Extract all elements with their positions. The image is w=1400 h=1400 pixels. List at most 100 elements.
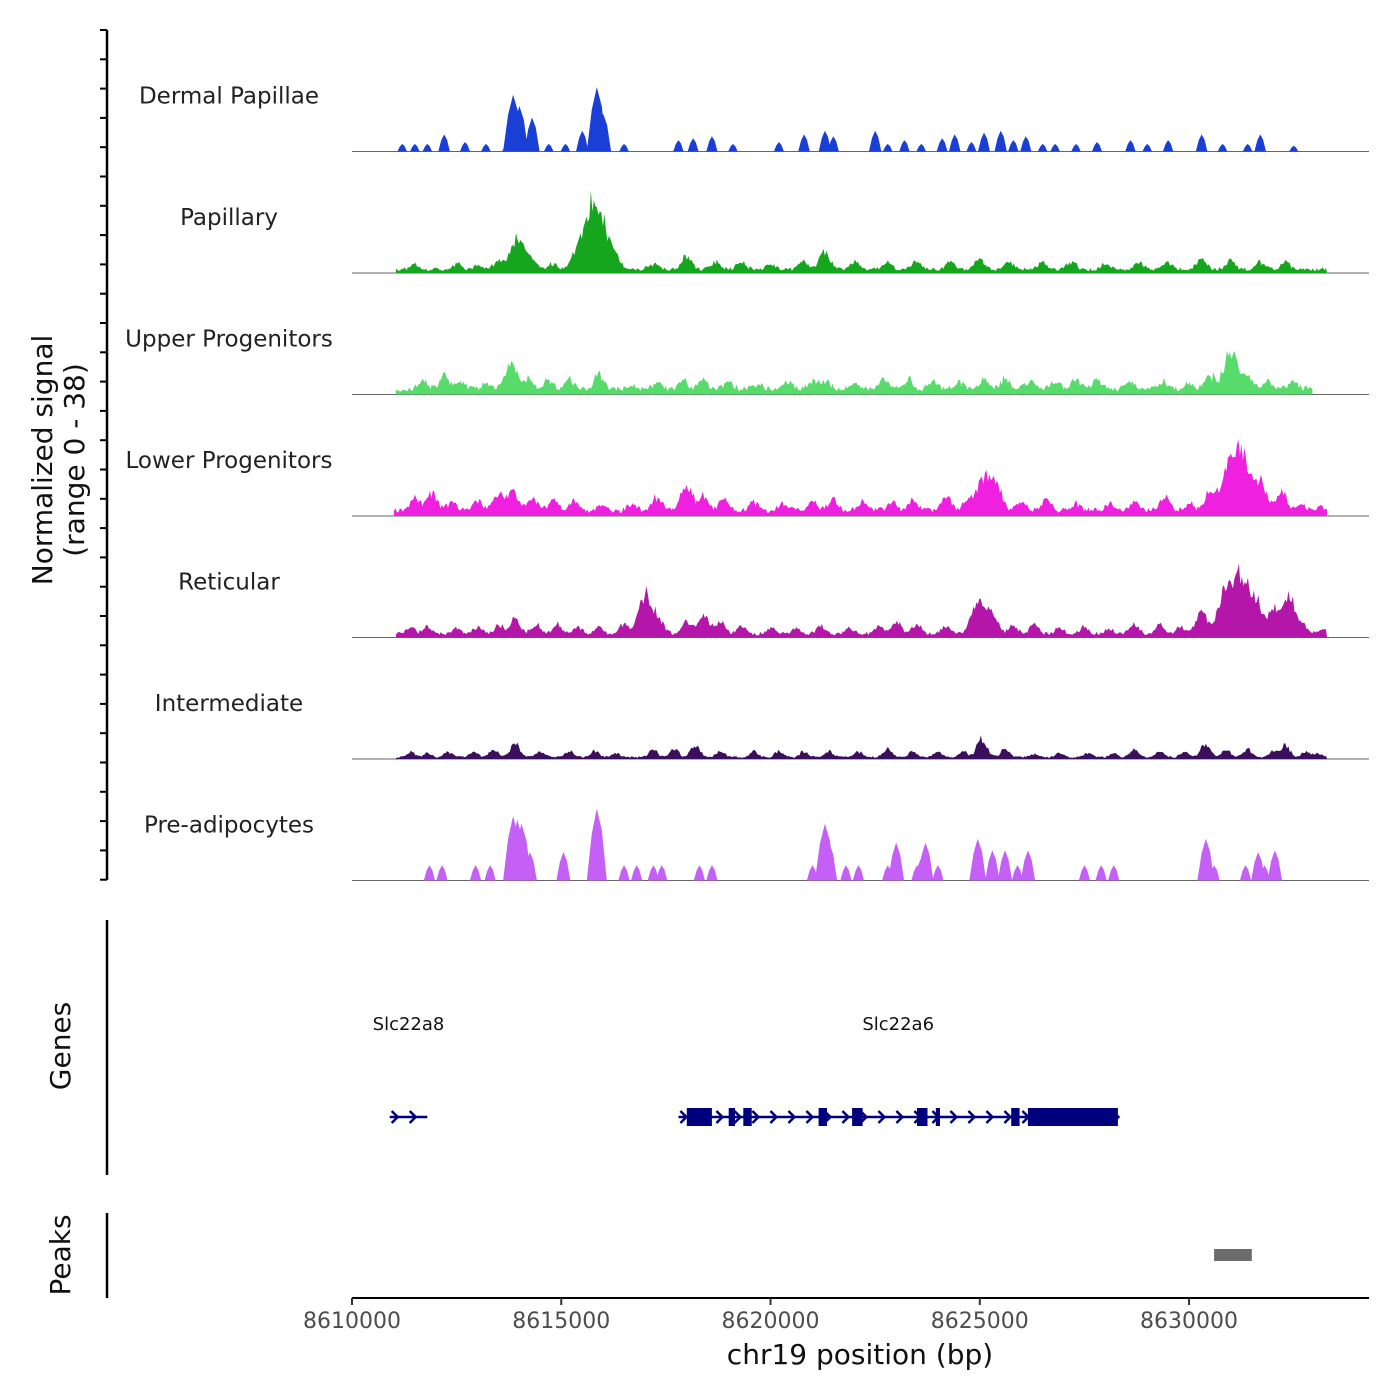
signal-peak [619,143,629,152]
signal-peak [1011,865,1023,881]
signal-peak [1071,143,1081,152]
signal-peak [543,143,554,152]
y-axis-title-line1: Normalized signal [26,335,59,586]
strand-arrow [967,1110,977,1124]
y-axis-title: Normalized signal (range 0 - 38) [26,335,91,586]
signal-peak [423,865,435,881]
signal-peak [647,865,659,881]
signal-peak [966,142,977,152]
signal-peak [1125,140,1136,152]
track-papillary [352,190,1369,274]
strand-arrow [679,1110,689,1124]
gene-exon [852,1108,863,1126]
strand-arrow [895,1110,905,1124]
gene-exon [1027,1108,1118,1126]
track-label: Papillary [180,205,278,231]
signal-peak [1092,142,1102,152]
signal-peak [1258,865,1270,881]
signal-peak [1020,850,1036,881]
strand-arrow [787,1110,797,1124]
signal-peak [948,134,961,152]
signal-peak [436,865,448,881]
signal-peak [852,865,864,881]
signal-peak [706,865,718,881]
track-labels: Dermal Papillae Papillary Upper Progenitor… [125,84,333,839]
signal-peak [882,143,893,152]
x-tick-label: 8610000 [303,1309,401,1334]
x-axis-title: chr19 position (bp) [727,1338,993,1371]
strand-arrow [1003,1110,1013,1124]
track-reticular [352,563,1369,638]
signal-peak [484,865,496,881]
signal-peak [1142,143,1152,152]
signal-peak [773,142,784,152]
track-areas [352,87,1369,881]
gene-slc22a8: Slc22a8 [373,1014,444,1124]
signal-peak [586,808,607,881]
gene-slc22a6: Slc22a6 [678,1014,1121,1126]
signal-peak [994,130,1007,152]
track-label: Reticular [178,570,280,596]
track-label: Dermal Papillae [139,84,319,110]
strand-arrow [841,1110,851,1124]
signal-peak [1197,838,1215,881]
track-label: Pre-adipocytes [144,813,314,839]
signal-peak [1239,865,1252,881]
signal-peak [818,130,832,152]
signal-peak [1050,143,1060,152]
track-intermediate [352,735,1369,760]
track-label: Lower Progenitors [126,448,333,474]
signal-peak [618,865,630,881]
track-label: Intermediate [155,691,303,717]
signal-peak [422,143,433,152]
signal-peak [631,865,643,881]
signal-peak [656,865,668,881]
x-tick-label: 8620000 [722,1309,820,1334]
track-lower-progenitors [352,439,1369,517]
signal-peak [556,852,571,881]
signal-peak [821,842,838,881]
strand-arrow [751,1110,761,1124]
signal-peak [985,850,1000,881]
x-tick-label: 8630000 [1140,1309,1238,1334]
signal-area [395,563,1328,638]
track-pre-adipocytes [352,808,1369,881]
signal-peak [1242,143,1253,152]
coverage-y-ticks [100,29,107,881]
signal-peak [827,136,839,152]
strand-arrow [715,1110,725,1124]
signal-peak [438,134,450,152]
signal-peak [1020,136,1032,152]
strand-arrow [390,1110,400,1124]
signal-area [395,735,1328,759]
signal-peak [936,138,948,152]
strand-arrow [877,1110,887,1124]
peaks-axis-title: Peaks [44,1214,77,1295]
strand-arrow [733,1110,743,1124]
signal-peak [806,865,818,881]
signal-peak [1108,865,1120,881]
signal-peak [481,143,491,152]
signal-peak [522,852,537,881]
track-label: Upper Progenitors [125,327,333,353]
signal-peak [840,865,852,881]
gene-exon [1011,1108,1020,1126]
gene-exon [686,1108,712,1126]
signal-peak [576,130,589,152]
signal-peak [899,140,910,152]
x-tick-label: 8615000 [512,1309,610,1334]
signal-peak [1267,850,1282,881]
signal-peak [706,136,718,152]
genes-axis-title: Genes [44,1002,77,1090]
strand-arrow [949,1110,959,1124]
signal-peak [469,865,482,881]
gene-label: Slc22a6 [862,1014,934,1035]
signal-peak [1078,865,1090,881]
signal-peak [978,132,990,152]
signal-peak [524,117,540,152]
y-axis-title-line2: (range 0 - 38) [58,363,91,557]
signal-peak [1217,143,1228,152]
signal-peak [1254,134,1266,152]
signal-peak [1037,143,1048,152]
x-tick-label: 8625000 [931,1309,1029,1334]
